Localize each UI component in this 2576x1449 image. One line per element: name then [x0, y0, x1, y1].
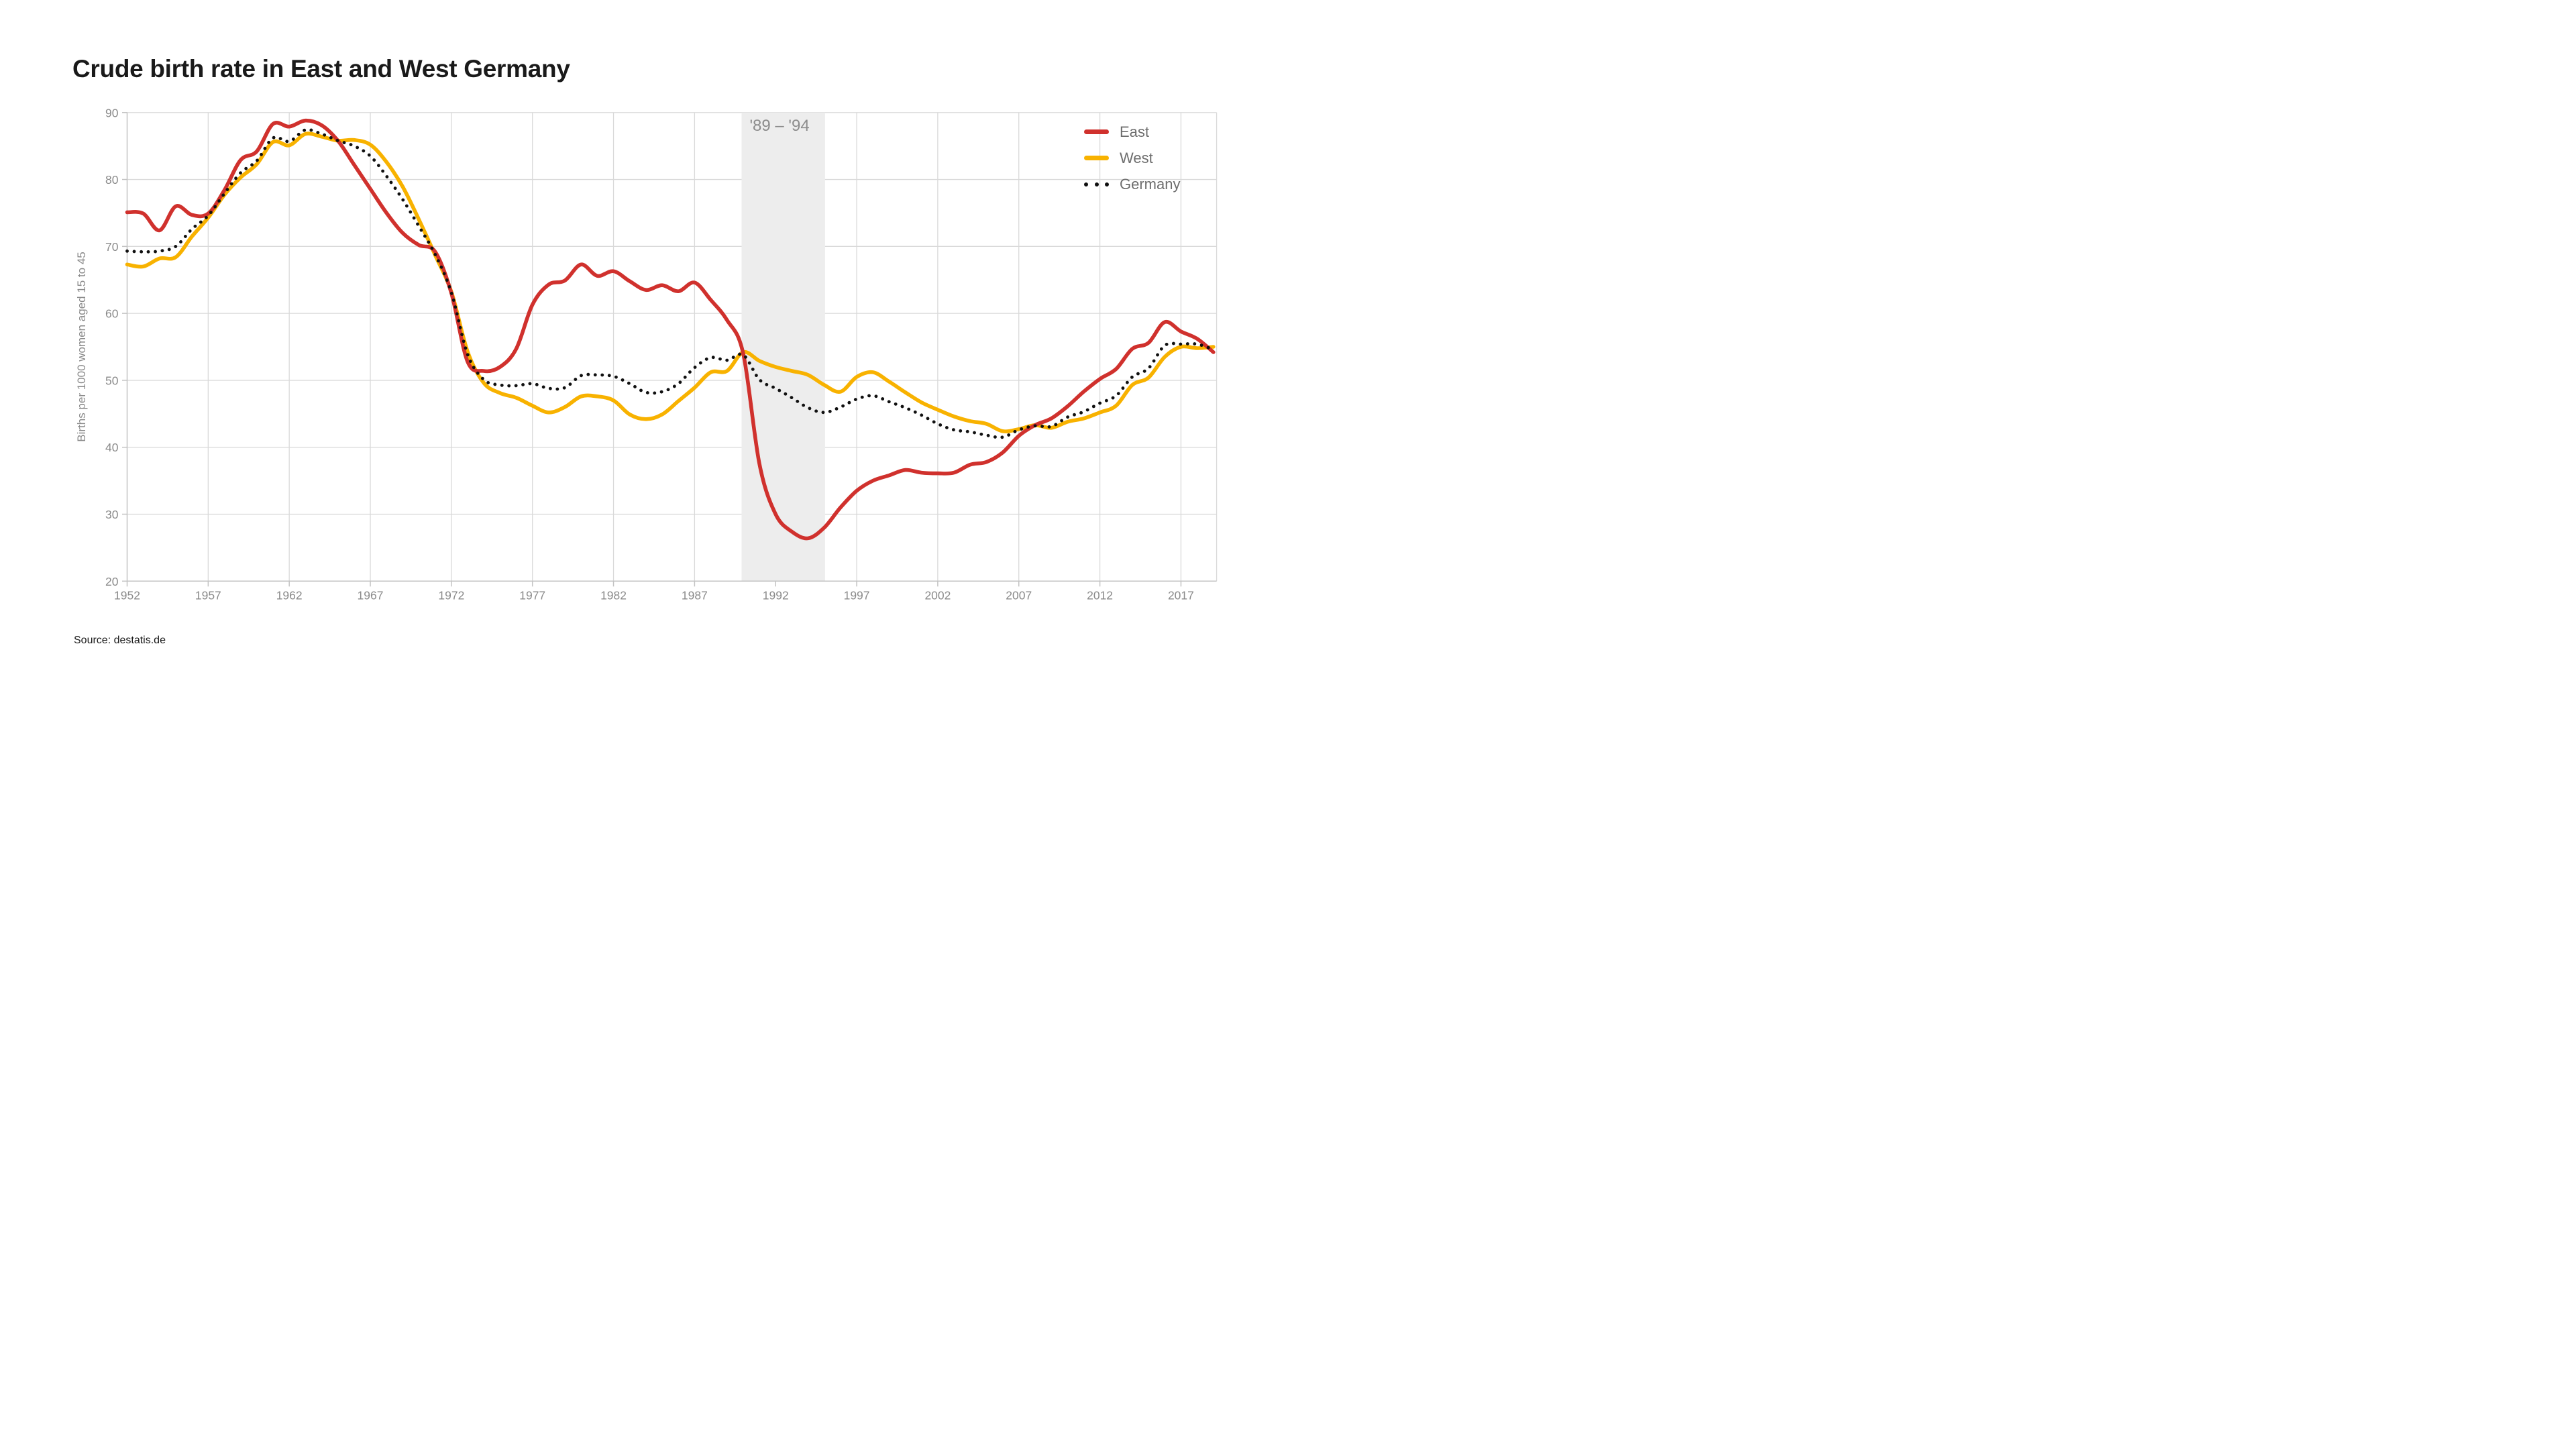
series-line-west [125, 131, 1216, 433]
svg-text:70: 70 [105, 240, 119, 254]
legend-label-germany: Germany [1120, 175, 1181, 193]
svg-text:1997: 1997 [844, 588, 870, 602]
chart-title: Crude birth rate in East and West German… [72, 55, 570, 83]
svg-text:2007: 2007 [1006, 588, 1032, 602]
highlight-band [741, 112, 825, 582]
svg-text:1992: 1992 [763, 588, 789, 602]
svg-text:1952: 1952 [114, 588, 140, 602]
series-line-east [125, 118, 1216, 541]
legend-label-east: East [1120, 123, 1150, 140]
svg-text:1967: 1967 [358, 588, 384, 602]
page: { "header": { "title": "Crude birth rate… [0, 0, 1288, 724]
svg-text:20: 20 [105, 575, 119, 588]
chart-canvas: 20 30 40 50 60 70 80 90 1952 1957 1962 1967 1972 1977… [105, 106, 1218, 602]
svg-text:2017: 2017 [1168, 588, 1194, 602]
svg-text:1982: 1982 [600, 588, 627, 602]
svg-text:60: 60 [105, 307, 119, 321]
legend: East West Germany [1084, 119, 1180, 197]
legend-item-west: West [1084, 145, 1180, 171]
y-axis-title: Births per 1000 women aged 15 to 45 [75, 252, 88, 442]
legend-item-east: East [1084, 119, 1180, 145]
axes: 20 30 40 50 60 70 80 90 1952 1957 1962 1967 1972 1977… [105, 106, 1217, 602]
svg-text:2012: 2012 [1087, 588, 1113, 602]
svg-text:1957: 1957 [195, 588, 221, 602]
svg-text:90: 90 [105, 106, 119, 119]
series-line-germany [125, 127, 1216, 439]
legend-label-west: West [1120, 149, 1153, 166]
svg-text:50: 50 [105, 374, 119, 387]
germany-dotted-swatch-icon [1084, 182, 1109, 186]
svg-text:1977: 1977 [519, 588, 545, 602]
svg-text:30: 30 [105, 508, 119, 521]
svg-text:2002: 2002 [924, 588, 951, 602]
svg-text:1987: 1987 [682, 588, 708, 602]
svg-text:40: 40 [105, 441, 119, 454]
data-series [125, 118, 1216, 541]
band-label: '89 – '94 [749, 116, 810, 135]
gridlines [127, 112, 1218, 582]
west-line-swatch-icon [1084, 156, 1109, 160]
svg-text:80: 80 [105, 173, 119, 186]
svg-text:1962: 1962 [276, 588, 303, 602]
legend-item-germany: Germany [1084, 171, 1180, 197]
svg-text:1972: 1972 [438, 588, 464, 602]
east-line-swatch-icon [1084, 129, 1109, 134]
source-note: Source: destatis.de [74, 635, 166, 646]
